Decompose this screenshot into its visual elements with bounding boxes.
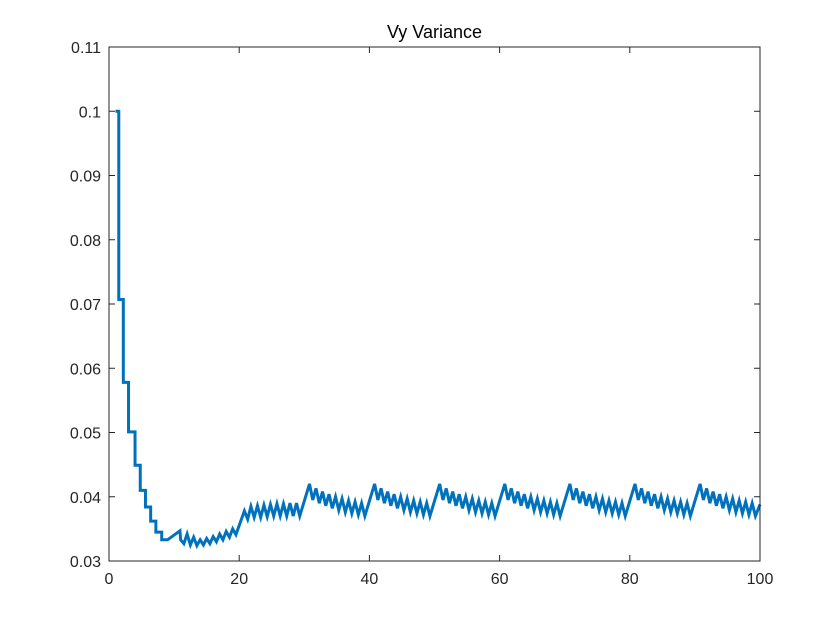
x-tick-label: 100 [747, 571, 774, 588]
y-tick-label: 0.08 [70, 233, 101, 250]
x-tick-label: 40 [361, 571, 379, 588]
x-tick-label: 60 [491, 571, 509, 588]
y-tick-label: 0.05 [70, 426, 101, 443]
plot-background [109, 47, 760, 561]
y-tick-label: 0.1 [79, 104, 101, 121]
y-tick-label: 0.03 [70, 554, 101, 571]
x-tick-label: 0 [105, 571, 114, 588]
y-tick-label: 0.04 [70, 490, 101, 507]
series-line [115, 109, 762, 550]
y-tick-label: 0.09 [70, 169, 101, 186]
y-tick-label: 0.11 [71, 40, 101, 57]
y-tick-label: 0.06 [70, 361, 101, 378]
chart-title: Vy Variance [387, 22, 482, 42]
series-layer [115, 109, 762, 550]
x-tick-label: 80 [621, 571, 639, 588]
x-tick-label: 20 [230, 571, 248, 588]
y-axis: 0.03 0.04 0.05 0.06 0.07 0.08 0.09 0.1 0.11 [70, 40, 760, 571]
x-axis: 0 20 40 60 80 100 [105, 47, 774, 588]
y-tick-label: 0.07 [70, 297, 101, 314]
